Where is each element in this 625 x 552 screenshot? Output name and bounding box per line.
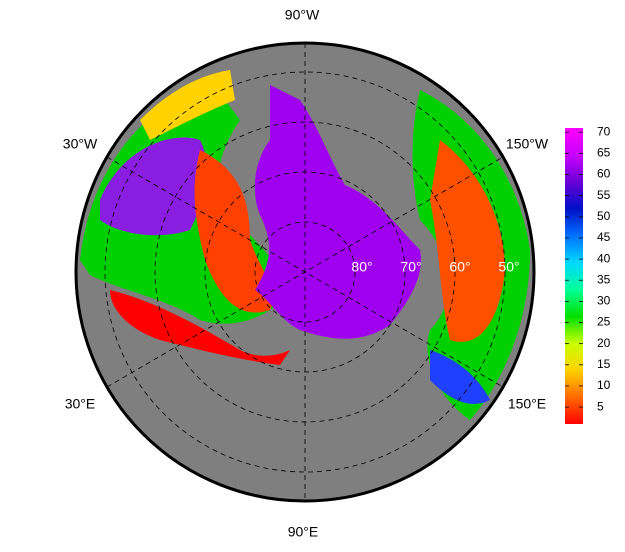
latitude-label: 50°: [498, 259, 519, 275]
graticule: [104, 43, 506, 501]
longitude-label: 90°W: [285, 7, 320, 23]
colorbar-tick-label: 55: [597, 188, 611, 202]
colorbar-tick-label: 30: [597, 294, 611, 308]
data-area: [430, 140, 505, 342]
data-area: [110, 290, 290, 365]
colorbar-tick-label: 40: [597, 251, 611, 265]
longitude-label: 30°W: [63, 136, 98, 152]
latitude-label: 80°: [351, 259, 372, 275]
longitude-label: 30°E: [65, 396, 96, 412]
longitude-label: 150°E: [508, 396, 546, 412]
longitude-label: 150°W: [506, 136, 549, 152]
colorbar-tick-label: 70: [597, 124, 611, 138]
colorbar-tick-label: 50: [597, 209, 611, 223]
latitude-label: 60°: [449, 259, 470, 275]
colorbar: 5 10 15 20 25 30 35 40 45 50 55 60 65 70: [565, 124, 611, 424]
colorbar-tick-label: 65: [597, 146, 611, 160]
colorbar-tick-label: 20: [597, 336, 611, 350]
colorbar-tick-label: 25: [597, 315, 611, 329]
colorbar-tick-label: 15: [597, 357, 611, 371]
colorbar-tick-label: 45: [597, 230, 611, 244]
colorbar-tick-label: 10: [597, 378, 611, 392]
colorbar-tick-label: 5: [597, 399, 604, 413]
sea-ice: [254, 85, 421, 339]
colorbar-tick-label: 60: [597, 167, 611, 181]
data-area: [194, 150, 273, 313]
map-body: [76, 43, 534, 501]
data-area: [430, 350, 490, 404]
longitude-label: 90°E: [288, 524, 319, 540]
colorbar-tick-label: 35: [597, 272, 611, 286]
latitude-label: 70°: [400, 259, 421, 275]
map-border: [74, 41, 536, 503]
data-area: [100, 137, 208, 236]
colorbar-scale: [565, 128, 583, 424]
data-area: [140, 70, 235, 140]
